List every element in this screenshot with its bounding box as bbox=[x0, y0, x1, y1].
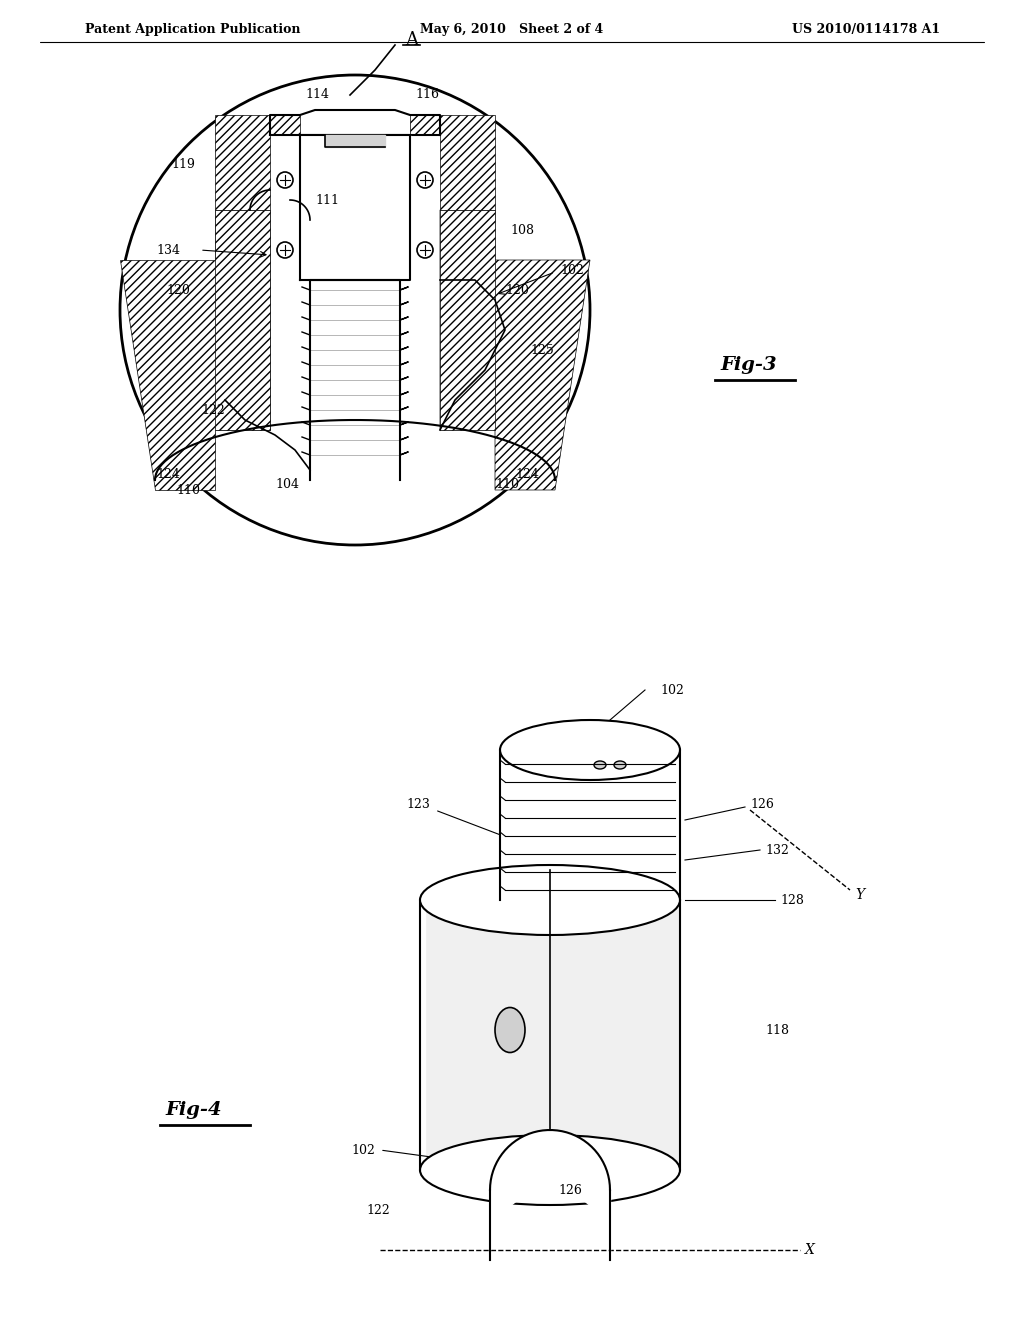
Text: 104: 104 bbox=[275, 479, 299, 491]
Text: 116: 116 bbox=[415, 88, 439, 102]
Polygon shape bbox=[270, 115, 440, 135]
Polygon shape bbox=[500, 750, 680, 900]
Text: 124: 124 bbox=[156, 469, 180, 482]
Text: A: A bbox=[406, 30, 418, 49]
Text: 124: 124 bbox=[515, 469, 539, 482]
Text: US 2010/0114178 A1: US 2010/0114178 A1 bbox=[792, 24, 940, 37]
Circle shape bbox=[417, 242, 433, 257]
Text: 102: 102 bbox=[351, 1143, 375, 1156]
Text: 122: 122 bbox=[367, 1204, 390, 1217]
Text: 120: 120 bbox=[166, 284, 190, 297]
Text: 134: 134 bbox=[156, 243, 180, 256]
Text: 110: 110 bbox=[495, 479, 519, 491]
Text: 110: 110 bbox=[176, 483, 200, 496]
Text: 111: 111 bbox=[315, 194, 339, 206]
Text: Fig-3: Fig-3 bbox=[720, 356, 776, 374]
Text: 102: 102 bbox=[660, 684, 684, 697]
Text: 126: 126 bbox=[750, 799, 774, 812]
Text: 114: 114 bbox=[305, 88, 329, 102]
Polygon shape bbox=[215, 210, 270, 430]
Polygon shape bbox=[300, 135, 410, 280]
Polygon shape bbox=[440, 210, 590, 490]
Text: 125: 125 bbox=[530, 343, 554, 356]
Text: Fig-4: Fig-4 bbox=[165, 1101, 221, 1119]
Text: Y: Y bbox=[855, 888, 864, 902]
Text: 102: 102 bbox=[560, 264, 584, 276]
Circle shape bbox=[278, 172, 293, 187]
Ellipse shape bbox=[594, 762, 606, 770]
Polygon shape bbox=[420, 900, 680, 1170]
Ellipse shape bbox=[614, 762, 626, 770]
Circle shape bbox=[278, 242, 293, 257]
Text: 128: 128 bbox=[780, 894, 804, 907]
Text: May 6, 2010   Sheet 2 of 4: May 6, 2010 Sheet 2 of 4 bbox=[421, 24, 603, 37]
Text: 119: 119 bbox=[171, 158, 195, 172]
Ellipse shape bbox=[495, 1007, 525, 1052]
Polygon shape bbox=[310, 280, 400, 480]
Text: 123: 123 bbox=[407, 799, 430, 812]
Text: 122: 122 bbox=[202, 404, 225, 417]
Polygon shape bbox=[120, 210, 270, 490]
Polygon shape bbox=[410, 115, 495, 210]
Text: X: X bbox=[805, 1243, 815, 1257]
Circle shape bbox=[417, 172, 433, 187]
Text: 118: 118 bbox=[765, 1023, 790, 1036]
Polygon shape bbox=[325, 135, 385, 147]
Text: 108: 108 bbox=[510, 223, 534, 236]
Ellipse shape bbox=[500, 719, 680, 780]
Polygon shape bbox=[420, 900, 425, 1170]
Ellipse shape bbox=[420, 865, 680, 935]
Polygon shape bbox=[440, 210, 495, 430]
Text: 132: 132 bbox=[765, 843, 788, 857]
Polygon shape bbox=[215, 115, 300, 210]
Text: Patent Application Publication: Patent Application Publication bbox=[85, 24, 300, 37]
Text: 120: 120 bbox=[505, 284, 528, 297]
Ellipse shape bbox=[420, 1135, 680, 1205]
Text: 126: 126 bbox=[558, 1184, 582, 1196]
